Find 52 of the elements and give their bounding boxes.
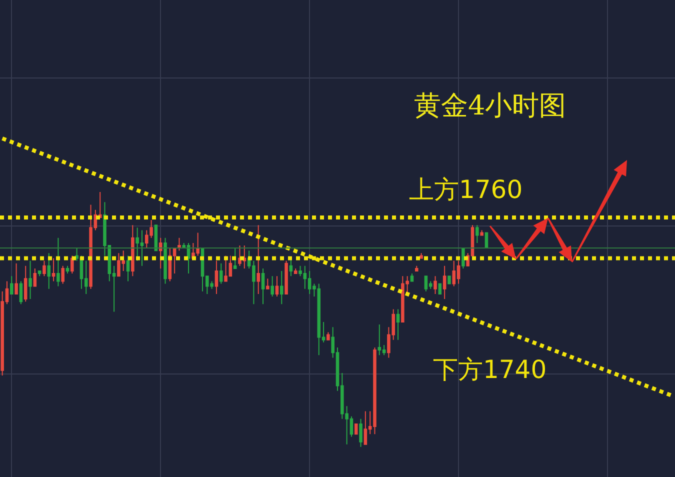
candlestick	[70, 255, 74, 274]
candlestick	[47, 252, 51, 290]
candlestick	[66, 265, 70, 274]
candlestick	[284, 260, 288, 294]
candlestick	[33, 268, 37, 287]
chart-title: 黄金4小时图	[414, 90, 566, 122]
candlestick	[442, 265, 446, 300]
candlestick	[410, 273, 414, 282]
candlestick	[256, 224, 260, 294]
candlestick	[131, 224, 134, 277]
candlestick	[415, 265, 418, 272]
candlestick	[359, 418, 362, 448]
candlestick	[56, 237, 60, 287]
candlestick	[28, 260, 32, 300]
candlestick	[10, 276, 14, 294]
ref-line-label: 下方1740	[433, 355, 547, 384]
candlestick	[158, 237, 162, 269]
candlestick	[275, 276, 279, 297]
candlestick	[448, 276, 451, 284]
candlestick	[52, 258, 56, 282]
ref-line-label: 上方1760	[409, 175, 523, 204]
candlestick	[266, 278, 270, 290]
candlestick	[434, 276, 437, 294]
candlestick	[452, 260, 456, 287]
candlestick	[261, 268, 265, 305]
candlestick	[214, 260, 218, 294]
candlestick	[219, 262, 223, 284]
candlestick	[270, 276, 274, 297]
candlestick	[280, 270, 284, 305]
candlestick	[364, 410, 368, 445]
candlestick	[289, 258, 293, 277]
candlestick	[354, 423, 358, 435]
candlestick	[126, 255, 130, 282]
candlestick	[42, 260, 46, 277]
candlestick	[233, 248, 237, 269]
candlestick	[75, 248, 78, 262]
candlestick	[476, 224, 479, 244]
candlestick	[19, 280, 23, 305]
candlestick	[14, 262, 18, 294]
candlestick	[178, 237, 181, 252]
candlestick	[326, 332, 330, 340]
candlestick	[38, 270, 42, 277]
candlestick	[420, 252, 423, 259]
candlestick	[462, 248, 465, 269]
candlestick	[396, 308, 400, 340]
candlestick	[294, 268, 298, 274]
candlestick	[61, 265, 64, 284]
candlestick	[164, 237, 167, 284]
candlestick	[424, 276, 428, 292]
candlestick	[378, 324, 382, 356]
candlestick	[480, 230, 484, 236]
candlestick	[24, 265, 28, 302]
